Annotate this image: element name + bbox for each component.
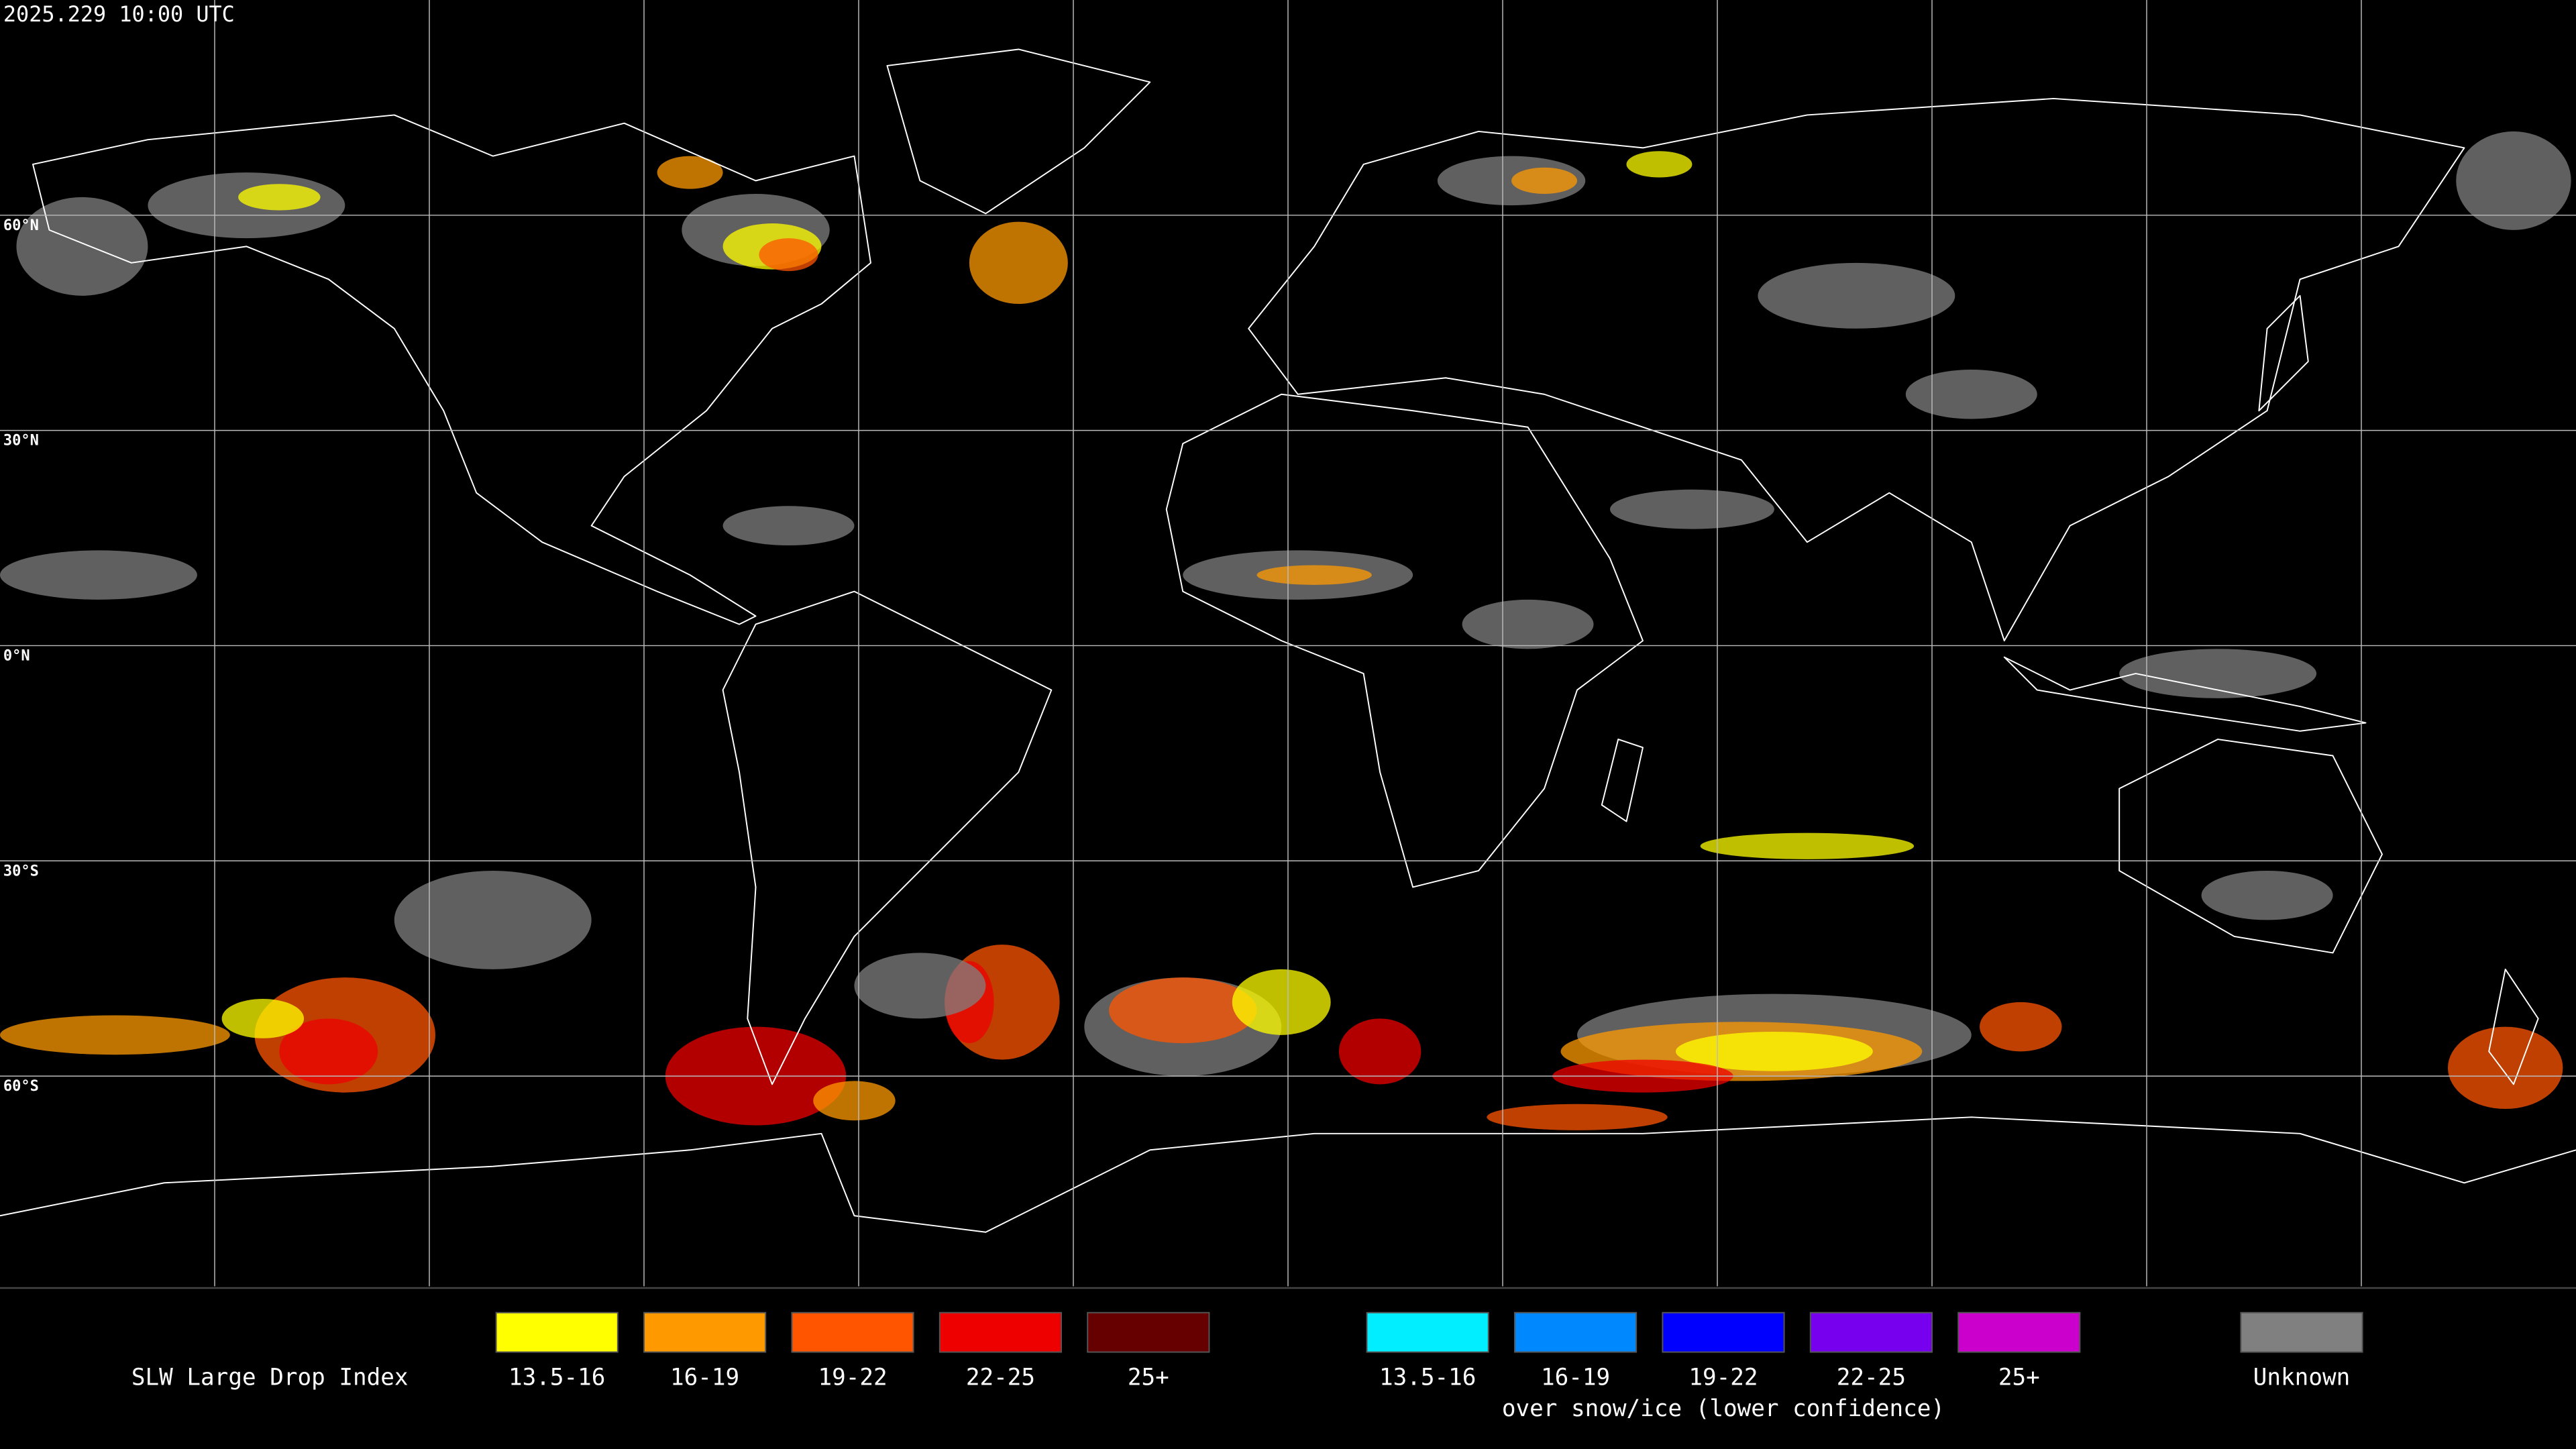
legend-label: 16-19 bbox=[670, 1364, 739, 1391]
legend-swatch bbox=[1809, 1311, 1933, 1353]
cloud-patch bbox=[394, 870, 592, 969]
cloud-patch bbox=[1980, 1002, 2062, 1052]
legend-label: 25+ bbox=[1998, 1364, 2040, 1391]
coastline-africa bbox=[1165, 393, 1644, 888]
cloud-patch bbox=[2447, 1026, 2563, 1110]
latitude-label: 60°S bbox=[3, 1078, 39, 1095]
legend-title: SLW Large Drop Index bbox=[131, 1364, 409, 1391]
cloud-patch bbox=[221, 998, 305, 1038]
legend-caption: over snow/ice (lower confidence) bbox=[1502, 1395, 1945, 1422]
cloud-patch bbox=[238, 184, 321, 211]
legend-label: 22-25 bbox=[966, 1364, 1035, 1391]
cloud-patch bbox=[1700, 833, 1915, 859]
cloud-patch bbox=[657, 156, 723, 189]
latitude-label: 0°N bbox=[3, 647, 30, 664]
cloud-patch bbox=[16, 197, 148, 296]
cloud-patch bbox=[1232, 969, 1331, 1035]
coastline-new-zealand bbox=[2488, 968, 2539, 1085]
coastline-south-america bbox=[722, 590, 1053, 1085]
cloud-patch bbox=[722, 506, 855, 546]
legend-label: Unknown bbox=[2253, 1364, 2350, 1391]
cloud-patch bbox=[0, 1015, 230, 1055]
coastlines bbox=[0, 48, 2576, 1233]
legend-label: 13.5-16 bbox=[508, 1364, 605, 1391]
cloud-patch bbox=[854, 953, 986, 1019]
legend-swatch bbox=[1662, 1311, 1785, 1353]
coastline-indonesia bbox=[2003, 656, 2367, 732]
cloud-patch bbox=[813, 1081, 896, 1121]
legend-label: 22-25 bbox=[1837, 1364, 1906, 1391]
cloud-patch bbox=[279, 1018, 378, 1085]
cloud-patch bbox=[1626, 151, 1693, 178]
cloud-patch bbox=[2456, 131, 2571, 230]
cloud-patch bbox=[1511, 167, 1578, 194]
cloud-patch bbox=[1610, 489, 1774, 529]
legend-swatch bbox=[1957, 1311, 2081, 1353]
cloud-patch bbox=[0, 550, 197, 600]
legend: SLW Large Drop Index 13.5-16 16-19 19-22 22… bbox=[131, 1311, 2363, 1422]
legend-swatch bbox=[2240, 1311, 2363, 1353]
cloud-patch bbox=[969, 221, 1068, 305]
coastline-north-america bbox=[32, 114, 871, 625]
coastline-australia bbox=[2118, 739, 2383, 954]
coastline-madagascar bbox=[1601, 739, 1644, 822]
legend-label: 16-19 bbox=[1541, 1364, 1610, 1391]
cloud-patch bbox=[1256, 565, 1372, 585]
coastline-antarctica bbox=[0, 1116, 2576, 1233]
coastline-eurasia bbox=[1248, 97, 2465, 642]
latitude-label: 30°N bbox=[3, 433, 39, 449]
legend-label: 13.5-16 bbox=[1379, 1364, 1476, 1391]
cloud-patch bbox=[2201, 870, 2333, 920]
cloud-patch bbox=[1462, 599, 1594, 649]
cloud-patch bbox=[1675, 1031, 1873, 1071]
cloud-patch bbox=[1338, 1018, 1421, 1085]
coastline-japan bbox=[2258, 294, 2309, 412]
legend-swatch bbox=[1366, 1311, 1489, 1353]
legend-label: 19-22 bbox=[818, 1364, 887, 1391]
legend-swatch bbox=[791, 1311, 914, 1353]
cloud-patch bbox=[759, 238, 818, 272]
legend-swatch bbox=[643, 1311, 767, 1353]
graticule: 60°N 30°N 0°N 30°S 60°S bbox=[0, 0, 2576, 1287]
cloud-patch bbox=[148, 172, 345, 239]
legend-swatch bbox=[1513, 1311, 1638, 1353]
legend-label: 25+ bbox=[1128, 1364, 1169, 1391]
cloud-patch bbox=[1758, 262, 1955, 329]
cloud-patch bbox=[1487, 1104, 1668, 1130]
cloud-patch bbox=[1109, 977, 1257, 1044]
legend-swatch bbox=[495, 1311, 619, 1353]
latitude-label: 30°S bbox=[3, 863, 39, 879]
cloud-patch bbox=[1905, 370, 2037, 419]
legend-label: 19-22 bbox=[1688, 1364, 1758, 1391]
cloud-patch bbox=[2119, 649, 2317, 698]
coastline-greenland bbox=[886, 48, 1151, 215]
timestamp: 2025.229 10:00 UTC bbox=[3, 1, 235, 27]
latitude-label: 60°N bbox=[3, 217, 39, 234]
legend-swatch bbox=[938, 1311, 1063, 1353]
legend-swatch bbox=[1087, 1311, 1210, 1353]
cloud-field bbox=[0, 131, 2571, 1130]
